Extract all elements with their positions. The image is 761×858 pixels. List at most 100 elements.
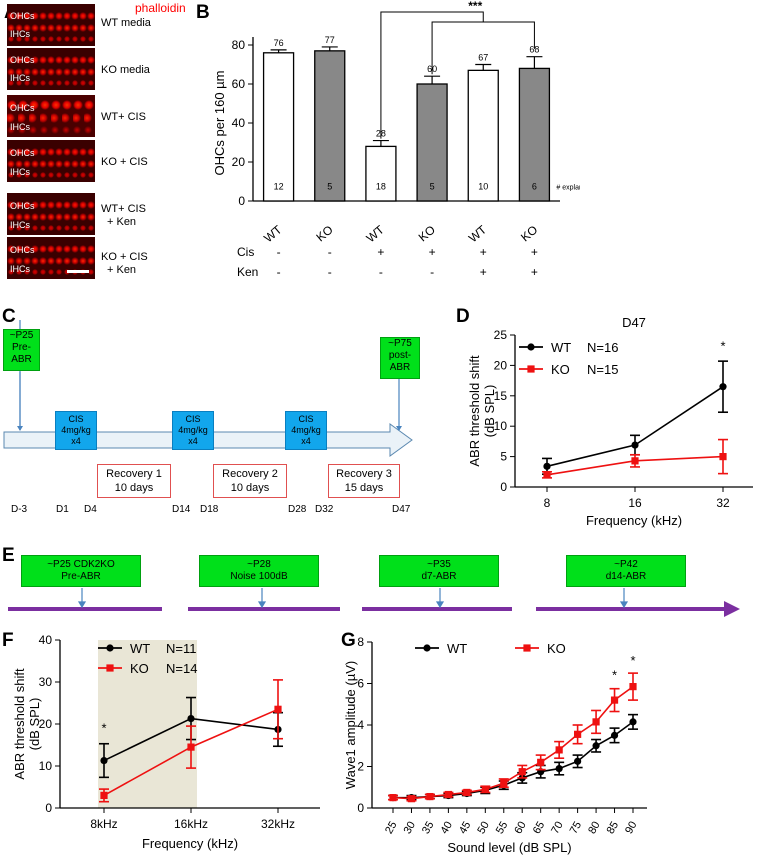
significance-star: * [612, 668, 617, 683]
box-line: 15 days [344, 482, 384, 494]
data-point [610, 696, 619, 704]
x-tick-label: 32kHz [261, 817, 295, 831]
x-axis-label: Frequency (kHz) [586, 513, 682, 528]
n-label: 12 [274, 182, 284, 192]
n-label: 18 [376, 182, 386, 192]
box-line: Noise 100dB [230, 571, 288, 582]
y-tick-label: 10 [39, 759, 53, 773]
data-point [463, 788, 471, 797]
x-tick-label: 32 [716, 496, 730, 510]
y-tick-label: 2 [357, 760, 364, 774]
box-line: d14-ABR [605, 571, 647, 582]
x-tick-label: 8kHz [90, 817, 117, 831]
data-point [555, 746, 563, 754]
condition-line2: + Ken [107, 264, 137, 276]
legend-label: KO [551, 362, 570, 377]
legend-n: N=11 [166, 641, 196, 656]
ihc-label: IHCs [10, 220, 30, 230]
x-tick-label: 8 [544, 496, 551, 510]
legend-n: N=15 [587, 362, 618, 377]
box-line: 4mg/kg [178, 425, 208, 435]
box-line: Recovery 3 [336, 468, 392, 480]
cis-value: + [480, 245, 487, 259]
x-tick-label: 50 [475, 820, 492, 837]
x-tick-label: 45 [457, 820, 474, 837]
legend-label: WT [447, 641, 467, 656]
y-axis-label: OHCs per 160 µm [212, 70, 227, 175]
y-axis-label-unit: (dB SPL) [482, 385, 497, 438]
data-point [592, 742, 600, 750]
data-point [187, 743, 195, 751]
n-label: 6 [532, 182, 537, 192]
recovery-box-2: Recovery 2 10 days [213, 464, 287, 498]
y-tick-label: 25 [494, 328, 508, 342]
panel-letter-e: E [2, 545, 15, 566]
x-tick-label: KO [518, 223, 540, 245]
n-label: 5 [327, 182, 332, 192]
x-tick-label: 16kHz [174, 817, 208, 831]
cis-box-3: CIS 4mg/kg x4 [285, 411, 327, 450]
ohc-label: OHCs [10, 201, 35, 211]
y-tick-label: 0 [45, 801, 52, 815]
day-label: D32 [315, 504, 334, 515]
data-point [100, 756, 108, 765]
significance-stars: *** [468, 0, 482, 13]
x-tick-label: WT [364, 222, 388, 245]
ken-value: - [379, 265, 383, 279]
data-point [629, 683, 637, 691]
data-point [592, 718, 600, 726]
data-point [500, 779, 508, 787]
y-tick-label: 8 [357, 635, 364, 649]
legend-label: KO [547, 641, 566, 656]
timepoint-arrowhead [257, 601, 267, 609]
box-line: Recovery 2 [222, 468, 278, 480]
n-caption: # explants [556, 185, 580, 192]
timepoint-box-pre: ~P25 Pre- ABR [3, 329, 40, 371]
legend-marker [523, 644, 531, 652]
x-tick-label: 85 [605, 820, 622, 837]
ken-value: + [480, 265, 487, 279]
box-line: CIS [298, 414, 314, 424]
box-line: x4 [301, 436, 311, 446]
y-tick-label: 0 [238, 194, 245, 208]
bar [314, 50, 346, 202]
day-label: D47 [392, 504, 411, 515]
x-tick-label: 80 [586, 820, 603, 837]
box-line: d7-ABR [421, 571, 457, 582]
data-point [629, 718, 637, 726]
data-point [610, 731, 619, 739]
box-line: 4mg/kg [61, 425, 91, 435]
cis-box-2: CIS 4mg/kg x4 [172, 411, 214, 450]
x-tick-label: 40 [438, 820, 455, 837]
legend-n: N=16 [587, 340, 618, 355]
cis-value: + [531, 245, 538, 259]
box-line: CIS [185, 414, 201, 424]
row-label-ken: Ken [237, 265, 258, 279]
timepoint-arrowhead [435, 601, 445, 609]
y-axis-label: ABR threshold shift [12, 668, 27, 780]
legend-marker [527, 365, 535, 373]
x-tick-label: KO [313, 223, 335, 245]
x-tick-label: WT [261, 222, 285, 245]
legend-label: WT [130, 641, 150, 656]
x-tick-label: 55 [494, 820, 511, 837]
cis-box-1: CIS 4mg/kg x4 [55, 411, 97, 450]
y-tick-label: 40 [39, 633, 53, 647]
condition-label: WT+ CIS + Ken [101, 203, 146, 229]
ken-value: - [277, 265, 281, 279]
value-label: 67 [478, 53, 488, 63]
data-point [518, 768, 526, 776]
condition-line1: KO + CIS [101, 251, 148, 263]
data-point [426, 792, 434, 801]
n-label: 5 [430, 182, 435, 192]
significance-star: * [630, 653, 635, 668]
y-tick-label: 30 [39, 675, 53, 689]
box-line: ABR [11, 354, 32, 365]
cis-value: - [328, 245, 332, 259]
timepoint-arrowhead [77, 601, 87, 609]
data-point [481, 785, 489, 793]
box-line: CIS [68, 414, 84, 424]
row-label-cis: Cis [237, 245, 254, 259]
y-axis-label-unit: (dB SPL) [27, 698, 42, 751]
timepoint-box: ~P28 Noise 100dB [199, 555, 319, 587]
